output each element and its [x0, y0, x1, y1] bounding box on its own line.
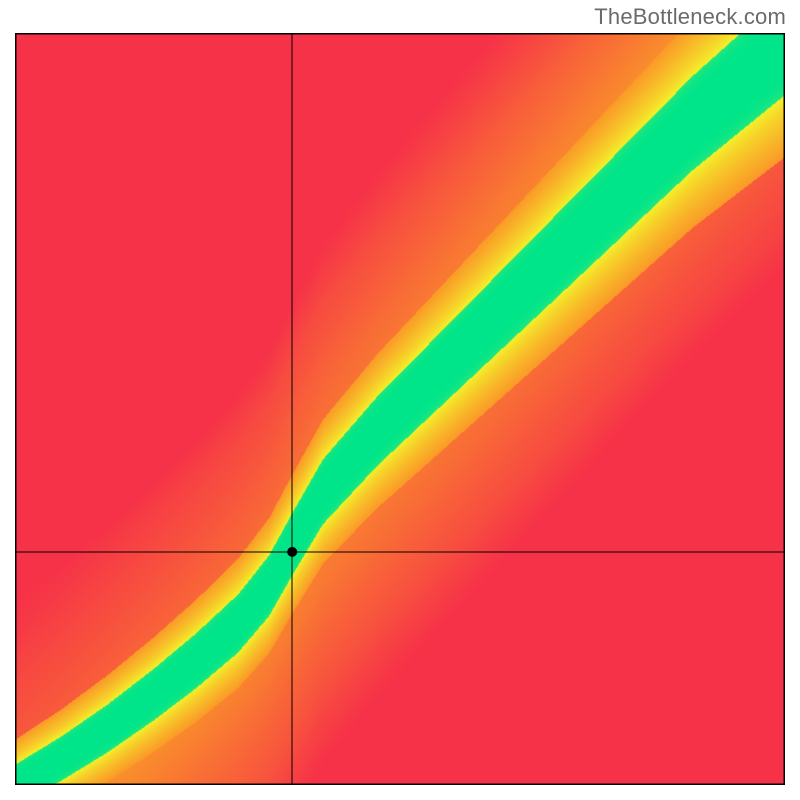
- bottleneck-heatmap: [15, 33, 785, 785]
- watermark-text: TheBottleneck.com: [594, 4, 786, 30]
- heatmap-canvas: [15, 33, 785, 785]
